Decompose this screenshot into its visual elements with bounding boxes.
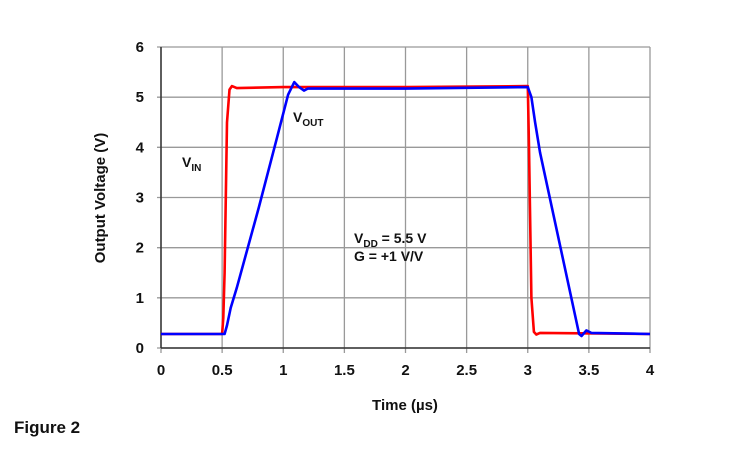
x-tick-label: 4 xyxy=(646,362,655,379)
y-tick-label: 3 xyxy=(136,190,144,207)
x-tick-label: 3 xyxy=(524,362,532,379)
x-tick-label: 0 xyxy=(157,362,165,379)
vin-label: VIN xyxy=(182,154,201,174)
tick-labels: 0 0.5 1 1.5 2 2.5 3 3.5 4 0 1 2 3 4 5 6 xyxy=(136,39,655,379)
x-tick-label: 3.5 xyxy=(578,362,599,379)
x-tick-label: 0.5 xyxy=(212,362,233,379)
y-tick-label: 0 xyxy=(136,340,144,357)
series-vin xyxy=(161,84,651,336)
y-tick-label: 5 xyxy=(136,89,144,106)
x-tick-label: 1.5 xyxy=(334,362,355,379)
y-tick-label: 2 xyxy=(136,240,144,257)
y-tick-label: 6 xyxy=(136,39,144,56)
grid xyxy=(157,46,651,353)
x-tick-label: 1 xyxy=(279,362,287,379)
y-axis-label: Output Voltage (V) xyxy=(92,133,109,264)
gain-annotation: G = +1 V/V xyxy=(354,248,424,264)
figure-caption: Figure 2 xyxy=(14,418,81,437)
x-axis-label: Time (µs) xyxy=(372,397,438,414)
vout-label: VOUT xyxy=(293,109,323,129)
x-tick-label: 2.5 xyxy=(456,362,477,379)
y-tick-label: 4 xyxy=(136,139,145,156)
y-tick-label: 1 xyxy=(136,290,144,307)
series-vout xyxy=(161,80,651,338)
series-lines xyxy=(161,80,651,338)
vdd-annotation: VDD = 5.5 V xyxy=(354,230,427,250)
x-tick-label: 2 xyxy=(401,362,409,379)
